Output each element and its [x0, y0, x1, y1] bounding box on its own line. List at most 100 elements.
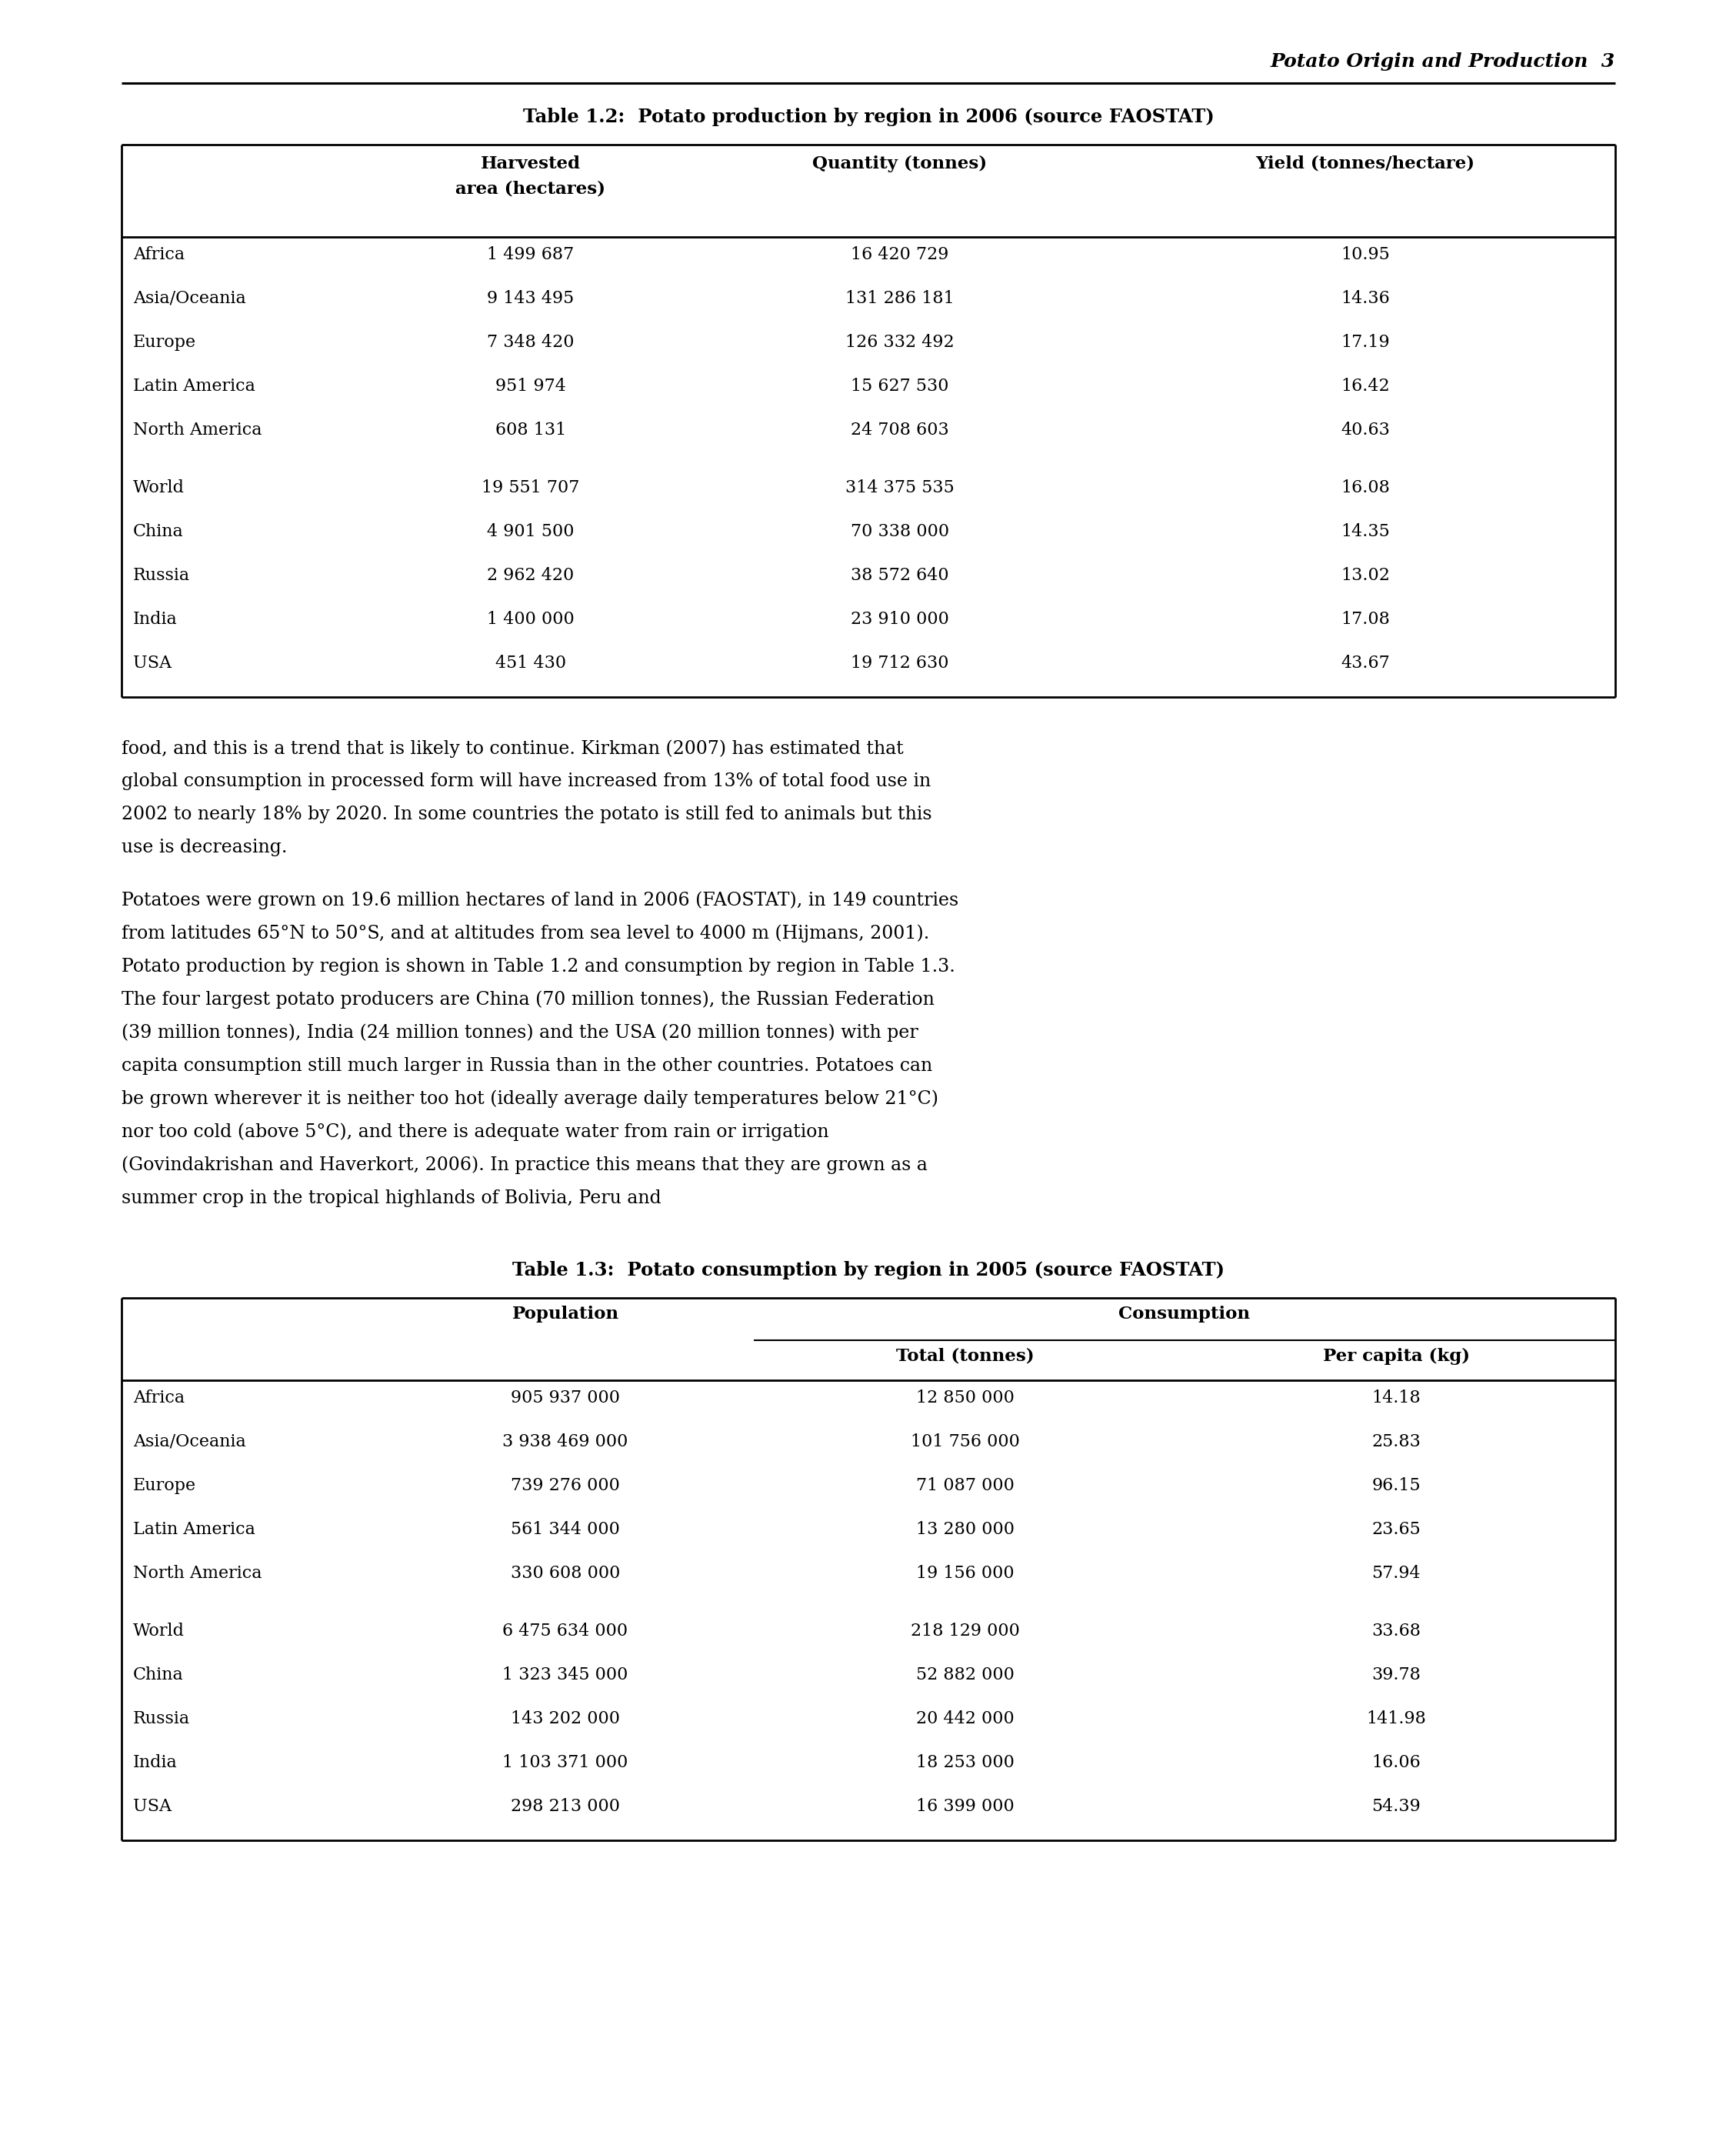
Text: 16.06: 16.06 [1371, 1755, 1420, 1770]
Text: 13 280 000: 13 280 000 [917, 1520, 1014, 1537]
Text: 1 103 371 000: 1 103 371 000 [502, 1755, 628, 1770]
Text: 96.15: 96.15 [1371, 1477, 1420, 1494]
Text: 7 348 420: 7 348 420 [488, 333, 575, 350]
Text: 101 756 000: 101 756 000 [911, 1433, 1019, 1450]
Text: 14.18: 14.18 [1371, 1390, 1420, 1407]
Text: 23.65: 23.65 [1371, 1520, 1420, 1537]
Text: 126 332 492: 126 332 492 [845, 333, 955, 350]
Text: Asia/Oceania: Asia/Oceania [134, 1433, 247, 1450]
Text: Table 1.2:  Potato production by region in 2006 (source FAOSTAT): Table 1.2: Potato production by region i… [523, 107, 1213, 126]
Text: 19 712 630: 19 712 630 [851, 655, 950, 673]
Text: 143 202 000: 143 202 000 [510, 1710, 620, 1727]
Text: 2002 to nearly 18% by 2020. In some countries the potato is still fed to animals: 2002 to nearly 18% by 2020. In some coun… [122, 805, 932, 824]
Text: 141.98: 141.98 [1366, 1710, 1425, 1727]
Text: nor too cold (above 5°C), and there is adequate water from rain or irrigation: nor too cold (above 5°C), and there is a… [122, 1123, 828, 1142]
Text: (39 million tonnes), India (24 million tonnes) and the USA (20 million tonnes) w: (39 million tonnes), India (24 million t… [122, 1025, 918, 1042]
Text: 451 430: 451 430 [495, 655, 566, 673]
Text: Population: Population [512, 1304, 618, 1322]
Text: 561 344 000: 561 344 000 [510, 1520, 620, 1537]
Text: 33.68: 33.68 [1371, 1623, 1420, 1640]
Text: 14.36: 14.36 [1340, 290, 1391, 307]
Text: capita consumption still much larger in Russia than in the other countries. Pota: capita consumption still much larger in … [122, 1057, 932, 1074]
Text: Latin America: Latin America [134, 1520, 255, 1537]
Text: Russia: Russia [134, 568, 189, 585]
Text: North America: North America [134, 421, 262, 438]
Text: Europe: Europe [134, 333, 196, 350]
Text: 2 962 420: 2 962 420 [488, 568, 575, 585]
Text: 1 400 000: 1 400 000 [488, 611, 575, 628]
Text: summer crop in the tropical highlands of Bolivia, Peru and: summer crop in the tropical highlands of… [122, 1189, 661, 1206]
Text: USA: USA [134, 1798, 172, 1815]
Text: 13.02: 13.02 [1340, 568, 1391, 585]
Text: 54.39: 54.39 [1371, 1798, 1420, 1815]
Text: 218 129 000: 218 129 000 [911, 1623, 1019, 1640]
Text: World: World [134, 1623, 184, 1640]
Text: global consumption in processed form will have increased from 13% of total food : global consumption in processed form wil… [122, 773, 930, 790]
Text: food, and this is a trend that is likely to continue. Kirkman (2007) has estimat: food, and this is a trend that is likely… [122, 739, 903, 758]
Text: 131 286 181: 131 286 181 [845, 290, 955, 307]
Text: 12 850 000: 12 850 000 [917, 1390, 1014, 1407]
Text: India: India [134, 611, 177, 628]
Text: India: India [134, 1755, 177, 1770]
Text: China: China [134, 523, 184, 540]
Text: Harvested
area (hectares): Harvested area (hectares) [457, 156, 606, 196]
Text: 16.42: 16.42 [1340, 378, 1391, 395]
Text: 16.08: 16.08 [1340, 480, 1391, 495]
Text: 4 901 500: 4 901 500 [488, 523, 575, 540]
Text: 40.63: 40.63 [1340, 421, 1391, 438]
Text: 19 551 707: 19 551 707 [481, 480, 580, 495]
Text: Quantity (tonnes): Quantity (tonnes) [812, 156, 988, 173]
Text: 23 910 000: 23 910 000 [851, 611, 950, 628]
Text: be grown wherever it is neither too hot (ideally average daily temperatures belo: be grown wherever it is neither too hot … [122, 1091, 939, 1108]
Text: Total (tonnes): Total (tonnes) [896, 1347, 1035, 1364]
Text: Table 1.3:  Potato consumption by region in 2005 (source FAOSTAT): Table 1.3: Potato consumption by region … [512, 1262, 1224, 1279]
Text: The four largest potato producers are China (70 million tonnes), the Russian Fed: The four largest potato producers are Ch… [122, 991, 934, 1010]
Text: 3 938 469 000: 3 938 469 000 [502, 1433, 628, 1450]
Text: 16 420 729: 16 420 729 [851, 246, 950, 263]
Text: 20 442 000: 20 442 000 [917, 1710, 1014, 1727]
Text: 905 937 000: 905 937 000 [510, 1390, 620, 1407]
Text: 10.95: 10.95 [1340, 246, 1391, 263]
Text: 24 708 603: 24 708 603 [851, 421, 950, 438]
Text: USA: USA [134, 655, 172, 673]
Text: 951 974: 951 974 [495, 378, 566, 395]
Text: 52 882 000: 52 882 000 [917, 1665, 1014, 1682]
Text: 330 608 000: 330 608 000 [510, 1565, 620, 1582]
Text: North America: North America [134, 1565, 262, 1582]
Text: Consumption: Consumption [1118, 1304, 1250, 1322]
Text: China: China [134, 1665, 184, 1682]
Text: 1 499 687: 1 499 687 [488, 246, 575, 263]
Text: Latin America: Latin America [134, 378, 255, 395]
Text: 71 087 000: 71 087 000 [917, 1477, 1014, 1494]
Text: 17.19: 17.19 [1340, 333, 1391, 350]
Text: Europe: Europe [134, 1477, 196, 1494]
Text: 25.83: 25.83 [1371, 1433, 1420, 1450]
Text: 314 375 535: 314 375 535 [845, 480, 955, 495]
Text: Potato Origin and Production  3: Potato Origin and Production 3 [1271, 53, 1614, 70]
Text: 608 131: 608 131 [495, 421, 566, 438]
Text: Africa: Africa [134, 246, 184, 263]
Text: Russia: Russia [134, 1710, 189, 1727]
Text: World: World [134, 480, 184, 495]
Text: use is decreasing.: use is decreasing. [122, 839, 286, 856]
Text: (Govindakrishan and Haverkort, 2006). In practice this means that they are grown: (Govindakrishan and Haverkort, 2006). In… [122, 1157, 927, 1174]
Text: 18 253 000: 18 253 000 [917, 1755, 1014, 1770]
Text: 38 572 640: 38 572 640 [851, 568, 950, 585]
Text: 19 156 000: 19 156 000 [917, 1565, 1014, 1582]
Text: 6 475 634 000: 6 475 634 000 [503, 1623, 628, 1640]
Text: Per capita (kg): Per capita (kg) [1323, 1347, 1469, 1364]
Text: 9 143 495: 9 143 495 [488, 290, 575, 307]
Text: Potatoes were grown on 19.6 million hectares of land in 2006 (FAOSTAT), in 149 c: Potatoes were grown on 19.6 million hect… [122, 892, 958, 910]
Text: 16 399 000: 16 399 000 [917, 1798, 1014, 1815]
Text: Asia/Oceania: Asia/Oceania [134, 290, 247, 307]
Text: 57.94: 57.94 [1371, 1565, 1420, 1582]
Text: 15 627 530: 15 627 530 [851, 378, 950, 395]
Text: Potato production by region is shown in Table 1.2 and consumption by region in T: Potato production by region is shown in … [122, 959, 955, 976]
Text: from latitudes 65°N to 50°S, and at altitudes from sea level to 4000 m (Hijmans,: from latitudes 65°N to 50°S, and at alti… [122, 924, 929, 944]
Text: 1 323 345 000: 1 323 345 000 [502, 1665, 628, 1682]
Text: Africa: Africa [134, 1390, 184, 1407]
Text: 298 213 000: 298 213 000 [510, 1798, 620, 1815]
Text: 739 276 000: 739 276 000 [510, 1477, 620, 1494]
Text: Yield (tonnes/hectare): Yield (tonnes/hectare) [1255, 156, 1476, 173]
Text: 43.67: 43.67 [1340, 655, 1391, 673]
